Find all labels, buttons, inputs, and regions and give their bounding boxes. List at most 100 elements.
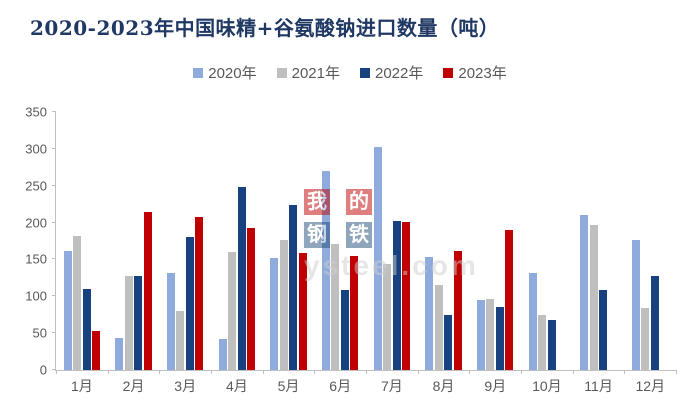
- bar-slot: [82, 112, 91, 370]
- bar-slot: [547, 112, 556, 370]
- bar-group: [263, 112, 315, 370]
- bar-slot: [641, 112, 650, 370]
- bar-slot: [289, 112, 298, 370]
- legend-item: 2020年: [193, 62, 257, 83]
- x-axis-tick: [521, 370, 522, 374]
- x-axis-label: 3月: [174, 378, 197, 394]
- bar-slot: [444, 112, 453, 370]
- bar-slot: [557, 112, 565, 370]
- bar-group: [573, 112, 625, 370]
- bar: [434, 285, 443, 370]
- bar-slot: [453, 112, 462, 370]
- bar-slot: [599, 112, 608, 370]
- bar: [528, 273, 537, 370]
- y-axis-label: 0: [39, 362, 47, 378]
- bar: [505, 229, 514, 370]
- bar: [599, 290, 608, 370]
- bar: [289, 204, 298, 370]
- bar-slot: [73, 112, 82, 370]
- y-axis-tick: [52, 184, 56, 186]
- bar: [228, 252, 237, 370]
- legend-label: 2023年: [458, 65, 507, 82]
- bar-slot: [631, 112, 640, 370]
- x-axis-label: 10月: [532, 378, 562, 394]
- bar-slot: [434, 112, 443, 370]
- y-axis-label: 150: [25, 251, 47, 267]
- x-axis-tick: [572, 370, 574, 374]
- legend-swatch: [193, 67, 204, 78]
- x-axis-label: 1月: [70, 378, 93, 394]
- bar-slot: [228, 112, 237, 370]
- bar: [195, 216, 204, 370]
- bar: [115, 337, 124, 370]
- x-axis-label: 6月: [329, 378, 352, 394]
- bar-slot: [270, 112, 279, 370]
- x-axis-label: 5月: [277, 378, 300, 394]
- bar-slot: [247, 112, 256, 370]
- y-axis-label: 100: [25, 288, 47, 304]
- bar-slot: [298, 112, 307, 370]
- legend-swatch: [443, 67, 454, 78]
- bar-slot: [425, 112, 434, 370]
- legend-swatch: [360, 67, 370, 78]
- bar: [92, 330, 101, 370]
- bar: [589, 224, 598, 370]
- bar: [402, 221, 411, 370]
- x-axis-label: 11月: [584, 378, 613, 394]
- bar-group: [521, 112, 573, 370]
- bar: [237, 187, 246, 370]
- bar: [641, 308, 650, 370]
- legend-item: 2021年: [276, 62, 340, 83]
- bar-group: [314, 112, 366, 370]
- bar: [444, 314, 453, 370]
- y-axis-label: 250: [25, 178, 47, 194]
- bar: [166, 272, 175, 370]
- x-axis-label: 4月: [225, 378, 248, 394]
- bar: [580, 215, 589, 370]
- bar: [631, 240, 640, 370]
- plot-area: 1月 2月 3月 4月 5月 6月 7月 8月 9月 10月 11月 12月 我的钢铁 ysteel.…: [25, 106, 677, 394]
- bar: [279, 239, 288, 370]
- bar-slot: [176, 112, 185, 370]
- x-axis-tick: [366, 370, 367, 374]
- bar: [185, 237, 194, 370]
- legend-label: 2020年: [208, 65, 257, 82]
- bar: [486, 298, 495, 370]
- y-axis-tick: [52, 111, 56, 112]
- bar-slot: [195, 112, 204, 370]
- bar-group: [159, 112, 211, 370]
- x-axis-tick: [314, 370, 316, 374]
- bar-slot: [383, 112, 392, 370]
- y-axis-tick: [52, 332, 56, 334]
- bar-slot: [143, 112, 152, 370]
- bar: [383, 263, 392, 370]
- bar-slot: [392, 112, 401, 370]
- bar-slot: [331, 112, 340, 370]
- y-axis-tick: [52, 258, 56, 260]
- bar-slot: [237, 112, 246, 370]
- x-axis-tick: [56, 370, 57, 374]
- bar-slot: [134, 112, 143, 370]
- bar-slot: [166, 112, 175, 370]
- bar: [392, 221, 401, 370]
- bar-slot: [340, 112, 349, 370]
- x-axis-tick: [262, 370, 264, 374]
- x-axis-label: 7月: [380, 378, 403, 394]
- x-axis-label: 8月: [432, 378, 455, 394]
- bar-slot: [476, 112, 485, 370]
- bar: [218, 339, 227, 370]
- bar: [547, 319, 556, 370]
- legend: 2020年 2021年 2022年 2023年: [0, 62, 700, 83]
- x-axis-tick: [676, 370, 677, 374]
- bar-slot: [609, 112, 617, 370]
- x-axis-tick: [211, 370, 212, 374]
- legend-item: 2022年: [360, 62, 423, 83]
- bars-container: [56, 112, 676, 370]
- y-axis-label: 50: [32, 325, 47, 341]
- x-axis-label: 9月: [484, 378, 507, 394]
- x-axis-tick: [107, 370, 109, 374]
- bar: [124, 275, 133, 370]
- bar: [270, 257, 279, 370]
- bar-slot: [589, 112, 598, 370]
- bar-group: [211, 112, 263, 370]
